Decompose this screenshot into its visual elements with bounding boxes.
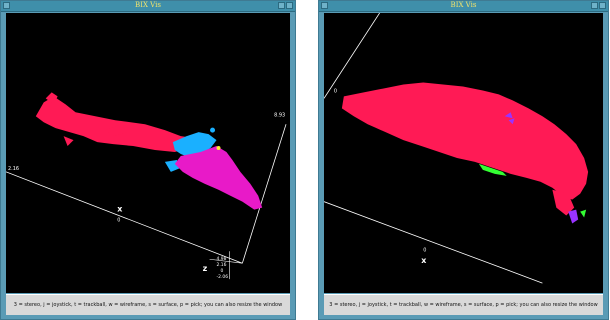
axis-line [241, 124, 287, 264]
y-top-value-label: 8.93 [274, 112, 285, 118]
x-axis-letter: x [117, 205, 122, 214]
x-zero-label: 0 [117, 218, 120, 224]
title-bar[interactable]: BIX Vis [1, 1, 295, 12]
blue-fragment [210, 127, 216, 133]
status-footer: 3 = stereo, j = joystick, t = trackball,… [6, 294, 290, 315]
title-bar[interactable]: BIX Vis [319, 1, 608, 12]
window-menu-button[interactable] [321, 2, 328, 9]
window-title: BIX Vis [135, 1, 161, 9]
x-zero-label: 0 [423, 247, 426, 253]
window-menu-button[interactable] [3, 2, 10, 9]
axis-line [6, 171, 243, 264]
z-value-label: 2.16 [217, 262, 227, 268]
minimize-button[interactable] [278, 2, 285, 9]
viewer-window-left[interactable]: BIX Vis [0, 0, 296, 320]
status-footer: 3 = stereo, j = joystick, t = trackball,… [324, 294, 603, 315]
maximize-button[interactable] [599, 2, 606, 9]
yellow-marker [216, 146, 221, 151]
green-region[interactable] [478, 163, 587, 218]
footer-help-text: 3 = stereo, j = joystick, t = trackball,… [329, 302, 598, 308]
footer-help-text: 3 = stereo, j = joystick, t = trackball,… [13, 302, 283, 308]
minimize-button[interactable] [591, 2, 598, 9]
red-structure[interactable] [35, 92, 201, 153]
x-axis-letter: x [421, 256, 426, 265]
axis-line [324, 13, 380, 99]
axis-line [209, 258, 243, 264]
window-title: BIX Vis [450, 1, 477, 9]
z-value-label: -2.06 [217, 274, 229, 280]
z-value-label: 4.98 [217, 256, 227, 262]
purple-region[interactable] [504, 112, 579, 224]
render-canvas[interactable]: 8.93 2.16 x 0 z 4.98 2.16 0 -2.06 [6, 13, 290, 293]
magenta-region[interactable] [174, 146, 263, 210]
axis-line [324, 201, 543, 284]
render-canvas[interactable]: 0 0 x [324, 13, 603, 293]
z-axis-letter: z [203, 264, 208, 273]
maximize-button[interactable] [286, 2, 293, 9]
x-left-value-label: 2.16 [8, 166, 19, 172]
left-value-label: 0 [334, 88, 337, 94]
viewer-window-right[interactable]: BIX Vis 0 0 [318, 0, 609, 320]
red-structure[interactable] [341, 82, 589, 216]
z-value-label: 0 [220, 268, 223, 274]
